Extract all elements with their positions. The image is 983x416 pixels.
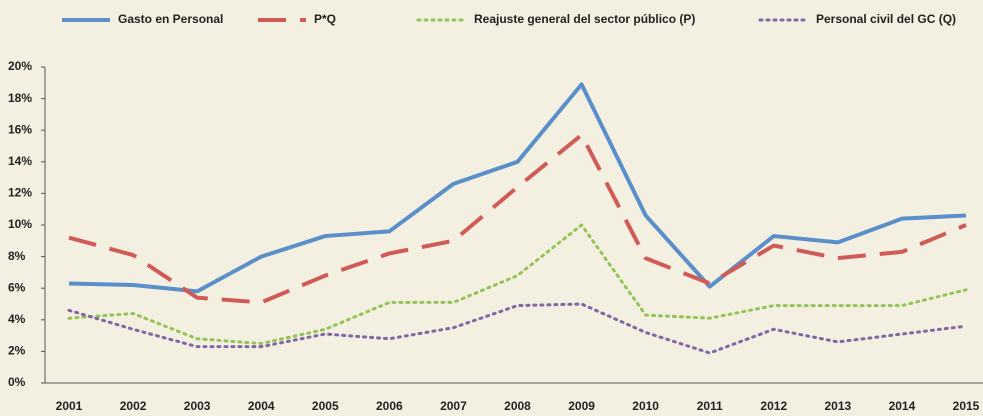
legend-label: Reajuste general del sector público (P) <box>474 12 695 26</box>
series-line <box>68 132 967 305</box>
y-tick-label: 18% <box>8 91 32 105</box>
x-tick-label: 2003 <box>184 399 211 413</box>
y-tick-label: 8% <box>8 249 26 263</box>
y-tick-label: 6% <box>8 280 26 294</box>
x-tick-label: 2013 <box>825 399 852 413</box>
y-tick-label: 20% <box>8 59 32 73</box>
y-tick-label: 0% <box>8 375 26 389</box>
x-tick-label: 2012 <box>760 399 787 413</box>
series-line <box>67 223 968 345</box>
series-line <box>68 82 967 294</box>
series-line <box>67 302 968 355</box>
legend-label: Personal civil del GC (Q) <box>816 12 956 26</box>
y-tick-label: 14% <box>8 154 32 168</box>
x-tick-label: 2014 <box>889 399 916 413</box>
x-tick-label: 2004 <box>248 399 275 413</box>
x-tick-label: 2015 <box>953 399 980 413</box>
x-tick-label: 2002 <box>120 399 147 413</box>
x-tick-label: 2008 <box>504 399 531 413</box>
x-tick-label: 2007 <box>440 399 467 413</box>
x-tick-label: 2009 <box>568 399 595 413</box>
y-tick-label: 10% <box>8 217 32 231</box>
x-tick-label: 2011 <box>697 399 723 413</box>
x-tick-label: 2001 <box>56 399 83 413</box>
y-tick-label: 4% <box>8 312 26 326</box>
x-tick-label: 2006 <box>376 399 403 413</box>
y-tick-label: 16% <box>8 122 32 136</box>
x-tick-label: 2005 <box>312 399 339 413</box>
y-tick-label: 2% <box>8 344 26 358</box>
legend-label: Gasto en Personal <box>118 12 223 26</box>
legend-label: P*Q <box>314 12 336 26</box>
y-tick-label: 12% <box>8 186 32 200</box>
x-tick-label: 2010 <box>632 399 659 413</box>
